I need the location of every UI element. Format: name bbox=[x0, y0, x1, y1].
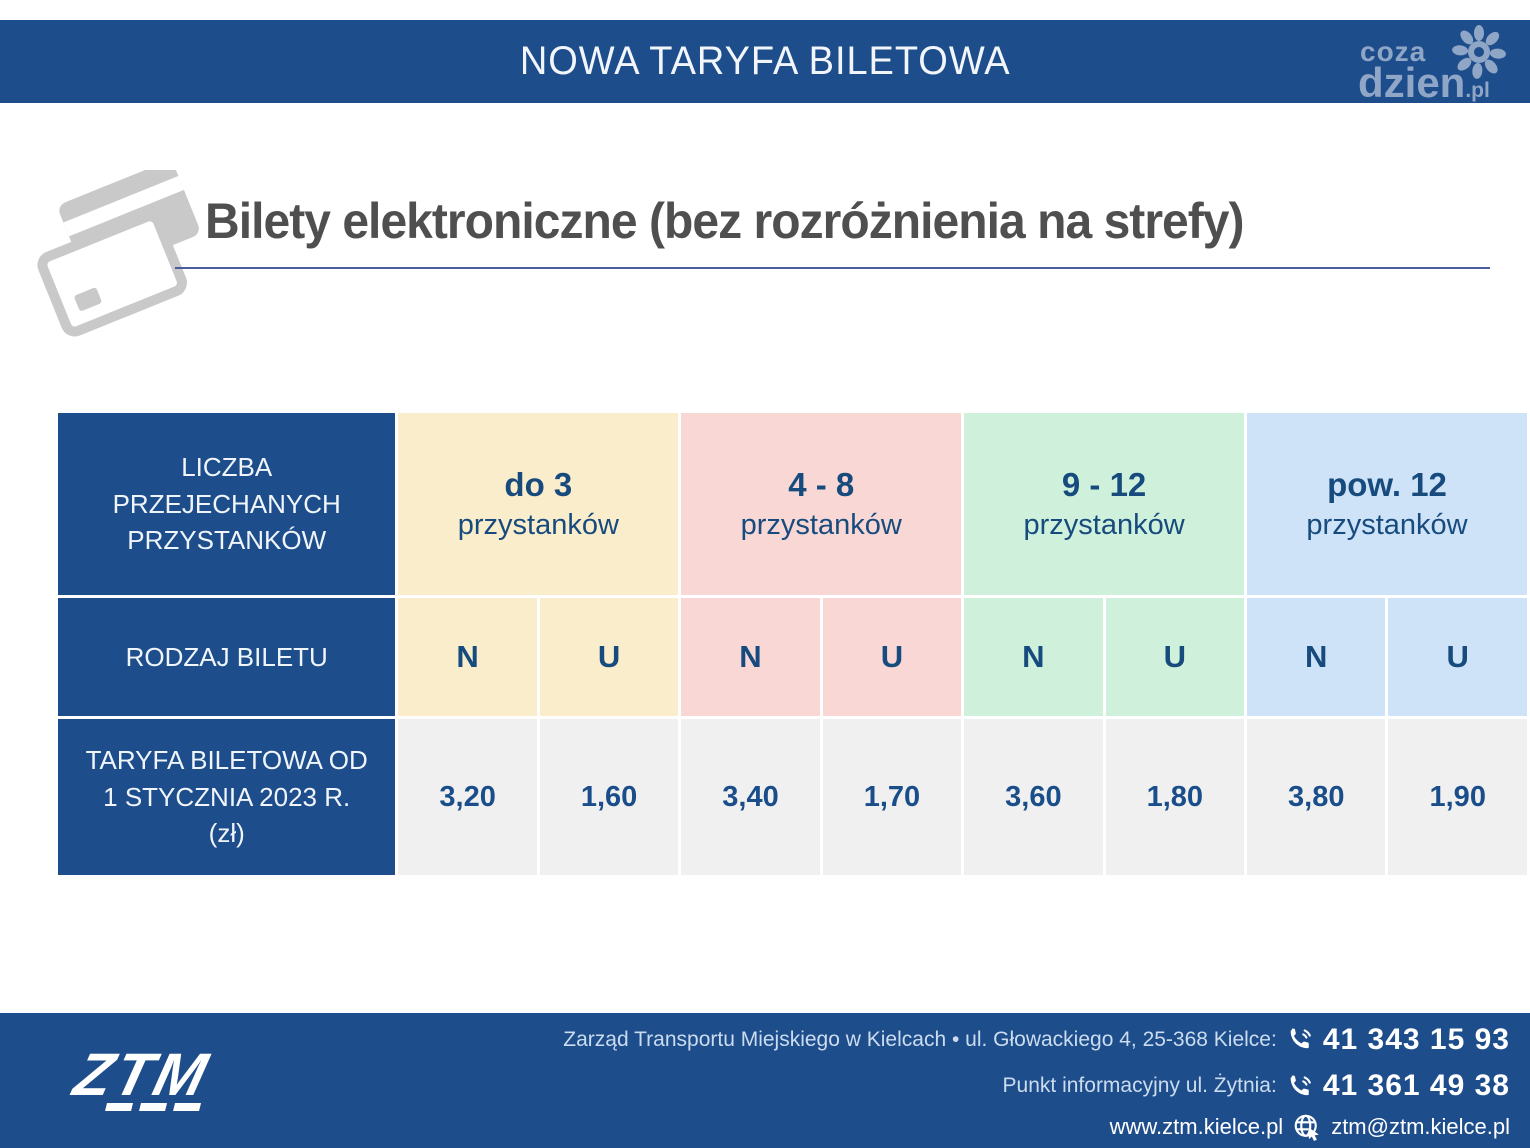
price-n-do3: 3,20 bbox=[398, 719, 537, 875]
group-unit: przystanków bbox=[1306, 508, 1468, 541]
price-u-9-12: 1,80 bbox=[1105, 719, 1245, 875]
row-header-ticket-type: RODZAJ BILETU bbox=[58, 598, 396, 716]
phone-icon bbox=[1286, 1026, 1314, 1054]
contact-address-label: Zarząd Transportu Miejskiego w Kielcach … bbox=[563, 1027, 1277, 1051]
credit-cards-icon bbox=[22, 170, 207, 345]
group-unit: przystanków bbox=[740, 508, 902, 541]
ticket-type-n-4-8: N bbox=[681, 598, 820, 716]
contact-line-infopoint: Punkt informacyjny ul. Żytnia: 41 361 49… bbox=[563, 1063, 1510, 1110]
page-title: NOWA TARYFA BILETOWA bbox=[519, 39, 1011, 83]
phone-icon bbox=[1286, 1073, 1314, 1101]
ticket-type-n-9-12: N bbox=[964, 598, 1103, 716]
phone-number-main: 41 343 15 93 bbox=[1322, 1022, 1510, 1056]
contact-line-address: Zarząd Transportu Miejskiego w Kielcach … bbox=[563, 1017, 1510, 1064]
globe-cursor-icon bbox=[1292, 1112, 1322, 1142]
cozadzien-logo-line1: coza bbox=[1360, 36, 1427, 67]
cozadzien-logo: coza dzien.pl bbox=[1354, 22, 1514, 106]
price-n-pow12: 3,80 bbox=[1247, 719, 1386, 875]
group-header-pow12: pow. 12 przystanków bbox=[1247, 413, 1527, 595]
ticket-type-u-pow12: U bbox=[1388, 598, 1527, 716]
price-u-do3: 1,60 bbox=[539, 719, 679, 875]
group-range: do 3 bbox=[504, 465, 573, 503]
group-range: 9 - 12 bbox=[1061, 465, 1147, 503]
email-address: ztm@ztm.kielce.pl bbox=[1331, 1113, 1510, 1139]
group-unit: przystanków bbox=[1023, 508, 1185, 541]
ticket-type-n-do3: N bbox=[398, 598, 537, 716]
row-header-tariff: TARYFA BILETOWA OD 1 STYCZNIA 2023 R. (z… bbox=[58, 719, 396, 875]
ztm-logo: ZTM bbox=[55, 1039, 265, 1123]
top-bar: NOWA TARYFA BILETOWA coza dzien.pl bbox=[0, 20, 1530, 106]
footer-bar: ZTM Zarząd Transportu Miejskiego w Kielc… bbox=[0, 1013, 1530, 1148]
price-n-4-8: 3,40 bbox=[681, 719, 820, 875]
footer-contacts: Zarząd Transportu Miejskiego w Kielcach … bbox=[563, 1017, 1510, 1144]
group-range: 4 - 8 bbox=[788, 465, 855, 503]
ticket-type-u-9-12: U bbox=[1105, 598, 1245, 716]
group-range: pow. 12 bbox=[1327, 465, 1447, 503]
contact-infopoint-label: Punkt informacyjny ul. Żytnia: bbox=[1002, 1074, 1277, 1098]
ticket-type-u-4-8: U bbox=[822, 598, 962, 716]
svg-text:ZTM: ZTM bbox=[66, 1040, 217, 1107]
price-n-9-12: 3,60 bbox=[964, 719, 1103, 875]
group-header-9-12: 9 - 12 przystanków bbox=[964, 413, 1245, 595]
price-u-pow12: 1,90 bbox=[1388, 719, 1527, 875]
row-header-stop-count: LICZBA PRZEJECHANYCH PRZYSTANKÓW bbox=[58, 413, 396, 595]
table-row-prices: TARYFA BILETOWA OD 1 STYCZNIA 2023 R. (z… bbox=[58, 719, 1527, 875]
table-row-stop-ranges: LICZBA PRZEJECHANYCH PRZYSTANKÓW do 3 pr… bbox=[58, 413, 1527, 595]
contact-line-web: www.ztm.kielce.pl ztm@ztm.kielce.pl bbox=[563, 1110, 1510, 1144]
cozadzien-logo-suffix: .pl bbox=[1465, 79, 1490, 102]
website-url: www.ztm.kielce.pl bbox=[1109, 1113, 1284, 1139]
price-u-4-8: 1,70 bbox=[822, 719, 962, 875]
title-underline bbox=[175, 267, 1490, 269]
group-unit: przystanków bbox=[457, 508, 619, 541]
fare-table: LICZBA PRZEJECHANYCH PRZYSTANKÓW do 3 pr… bbox=[55, 410, 1530, 878]
group-header-do3: do 3 przystanków bbox=[398, 413, 679, 595]
table-row-ticket-type: RODZAJ BILETU N U N U N U N U bbox=[58, 598, 1527, 716]
sun-icon bbox=[1452, 24, 1506, 80]
group-header-4-8: 4 - 8 przystanków bbox=[681, 413, 962, 595]
section-title: Bilety elektroniczne (bez rozróżnienia n… bbox=[205, 193, 1245, 249]
cozadzien-logo-line2: dzien.pl bbox=[1358, 59, 1490, 106]
ticket-type-n-pow12: N bbox=[1247, 598, 1386, 716]
phone-number-infopoint: 41 361 49 38 bbox=[1322, 1069, 1510, 1103]
ticket-type-u-do3: U bbox=[539, 598, 679, 716]
